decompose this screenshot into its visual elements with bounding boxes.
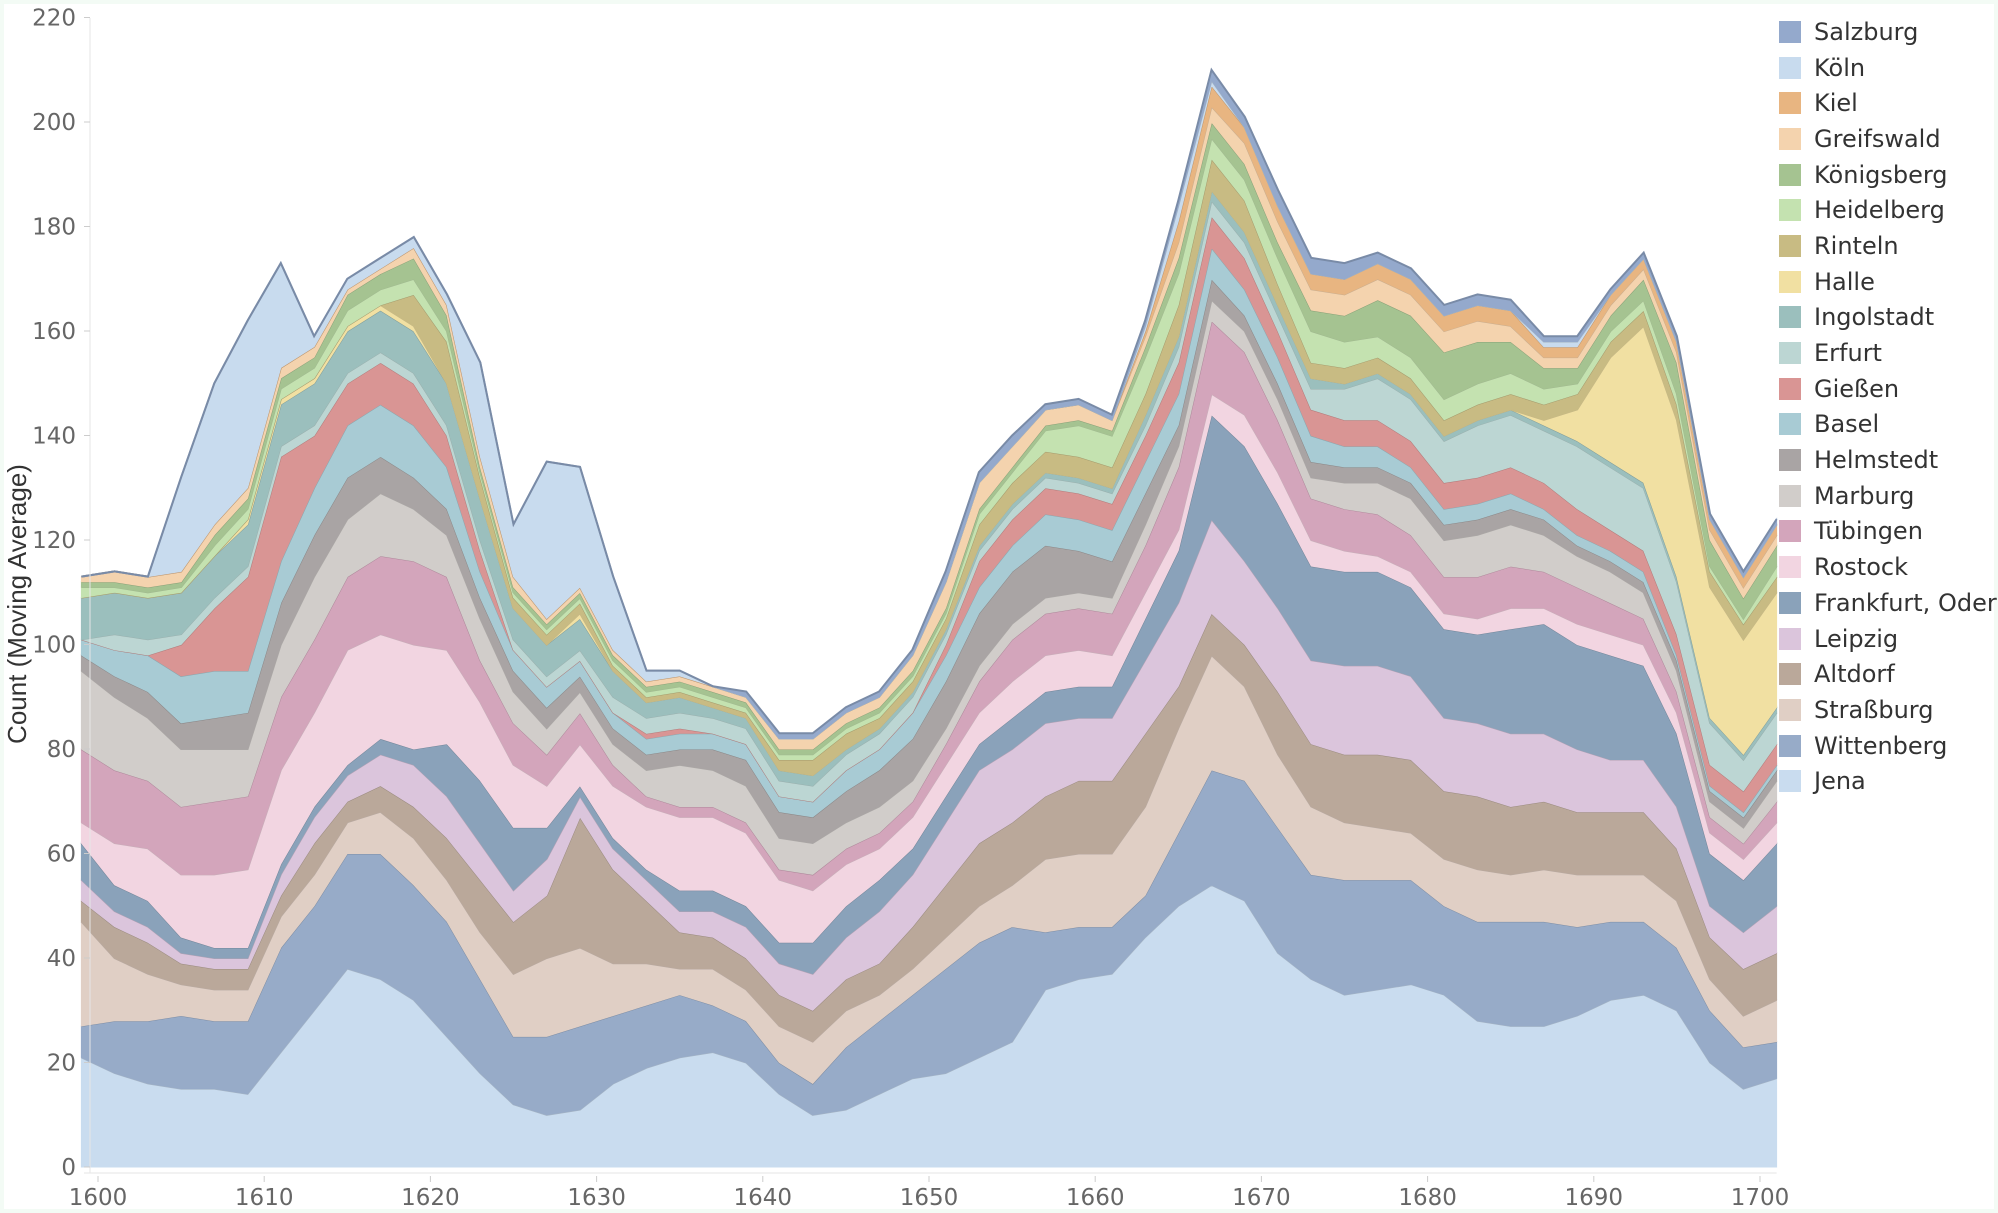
legend-item-erfurt[interactable]: Erfurt (1779, 335, 1998, 371)
legend-label: Leipzig (1814, 624, 1899, 653)
legend-swatch-icon (1779, 698, 1801, 721)
x-tick-label: 1630 (567, 1185, 626, 1209)
area-layers (80, 67, 1778, 1168)
legend-item-altdorf[interactable]: Altdorf (1779, 656, 1998, 692)
legend-item-t-bingen[interactable]: Tübingen (1779, 514, 1998, 550)
legend-swatch-icon (1779, 163, 1801, 186)
legend-label: Rinteln (1814, 231, 1899, 260)
legend-label: Altdorf (1814, 660, 1895, 689)
legend-item-ingolstadt[interactable]: Ingolstadt (1779, 300, 1998, 336)
legend: Salzburg Köln Kiel Greifswald Königsberg Heid… (1779, 14, 1998, 799)
y-tick-label: 60 (47, 842, 76, 868)
y-tick-label: 80 (47, 737, 76, 763)
legend-swatch-icon (1779, 520, 1801, 543)
x-tick-label: 1700 (1731, 1185, 1790, 1209)
y-tick-label: 140 (32, 424, 76, 450)
x-tick-label: 1660 (1066, 1185, 1125, 1209)
legend-swatch-icon (1779, 377, 1801, 400)
legend-item-leipzig[interactable]: Leipzig (1779, 621, 1998, 657)
y-tick-label: 160 (32, 319, 76, 345)
legend-item-stra-burg[interactable]: Straßburg (1779, 692, 1998, 728)
legend-label: Wittenberg (1814, 731, 1948, 760)
x-tick-label: 1680 (1398, 1185, 1457, 1209)
y-tick-label: 180 (32, 215, 76, 241)
legend-label: Salzburg (1814, 17, 1919, 46)
legend-item-rinteln[interactable]: Rinteln (1779, 228, 1998, 264)
y-tick-label: 120 (32, 528, 76, 554)
legend-swatch-icon (1779, 306, 1801, 329)
legend-swatch-icon (1779, 127, 1801, 150)
legend-swatch-icon (1779, 627, 1801, 650)
legend-label: Ingolstadt (1814, 303, 1935, 332)
legend-label: Rostock (1814, 553, 1908, 582)
legend-swatch-icon (1779, 342, 1801, 365)
legend-item-kiel[interactable]: Kiel (1779, 85, 1998, 121)
legend-label: Köln (1814, 53, 1866, 82)
y-tick-label: 40 (47, 946, 76, 972)
y-axis-title: Count (Moving Average) (4, 464, 32, 744)
y-tick-label: 20 (47, 1051, 76, 1077)
legend-label: Straßburg (1814, 695, 1934, 724)
legend-label: Halle (1814, 267, 1875, 296)
legend-item-frankfurt-oder[interactable]: Frankfurt, Oder (1779, 585, 1998, 621)
legend-item-salzburg[interactable]: Salzburg (1779, 14, 1998, 50)
legend-label: Erfurt (1814, 339, 1882, 368)
y-tick-label: 220 (32, 6, 76, 32)
legend-item-halle[interactable]: Halle (1779, 264, 1998, 300)
x-tick-label: 1620 (401, 1185, 460, 1209)
legend-label: Heidelberg (1814, 196, 1945, 225)
legend-swatch-icon (1779, 199, 1801, 222)
legend-item-basel[interactable]: Basel (1779, 407, 1998, 443)
legend-swatch-icon (1779, 413, 1801, 436)
legend-item-gie-en[interactable]: Gießen (1779, 371, 1998, 407)
legend-label: Jena (1814, 767, 1866, 796)
x-tick-label: 1600 (69, 1185, 128, 1209)
legend-item-jena[interactable]: Jena (1779, 763, 1998, 799)
legend-item-rostock[interactable]: Rostock (1779, 549, 1998, 585)
legend-swatch-icon (1779, 734, 1801, 757)
legend-item-heidelberg[interactable]: Heidelberg (1779, 192, 1998, 228)
legend-swatch-icon (1779, 270, 1801, 293)
legend-label: Tübingen (1814, 517, 1923, 546)
stacked-area-chart: 0 20 40 60 80 100 120 140 160 180 200 220 1600 1610 16… (4, 6, 1789, 1210)
legend-swatch-icon (1779, 234, 1801, 257)
x-tick-label: 1670 (1232, 1185, 1291, 1209)
legend-swatch-icon (1779, 484, 1801, 507)
chart-frame: 0 20 40 60 80 100 120 140 160 180 200 220 1600 1610 16… (4, 4, 1997, 1210)
x-tick-label: 1640 (734, 1185, 793, 1209)
legend-label: Marburg (1814, 481, 1915, 510)
legend-item-marburg[interactable]: Marburg (1779, 478, 1998, 514)
legend-item-greifswald[interactable]: Greifswald (1779, 121, 1998, 157)
legend-swatch-icon (1779, 92, 1801, 115)
legend-swatch-icon (1779, 56, 1801, 79)
area-edge (81, 67, 1778, 735)
y-tick-label: 200 (32, 110, 76, 136)
legend-item-k-nigsberg[interactable]: Königsberg (1779, 157, 1998, 193)
legend-swatch-icon (1779, 770, 1801, 793)
legend-label: Gießen (1814, 374, 1900, 403)
legend-swatch-icon (1779, 556, 1801, 579)
legend-label: Königsberg (1814, 160, 1948, 189)
legend-swatch-icon (1779, 20, 1801, 43)
axes: 0 20 40 60 80 100 120 140 160 180 200 220 1600 1610 16… (32, 6, 1789, 1210)
x-tick-label: 1610 (235, 1185, 294, 1209)
y-tick-label: 0 (61, 1155, 76, 1181)
legend-swatch-icon (1779, 663, 1801, 686)
legend-label: Greifswald (1814, 124, 1941, 153)
x-tick-label: 1650 (900, 1185, 959, 1209)
legend-item-k-ln[interactable]: Köln (1779, 50, 1998, 86)
legend-label: Kiel (1814, 89, 1858, 118)
y-tick-label: 100 (32, 633, 76, 659)
legend-label: Frankfurt, Oder (1814, 588, 1997, 617)
x-tick-label: 1690 (1565, 1185, 1624, 1209)
legend-swatch-icon (1779, 591, 1801, 614)
legend-item-wittenberg[interactable]: Wittenberg (1779, 728, 1998, 764)
legend-label: Helmstedt (1814, 446, 1939, 475)
legend-item-helmstedt[interactable]: Helmstedt (1779, 442, 1998, 478)
legend-swatch-icon (1779, 449, 1801, 472)
legend-label: Basel (1814, 410, 1880, 439)
